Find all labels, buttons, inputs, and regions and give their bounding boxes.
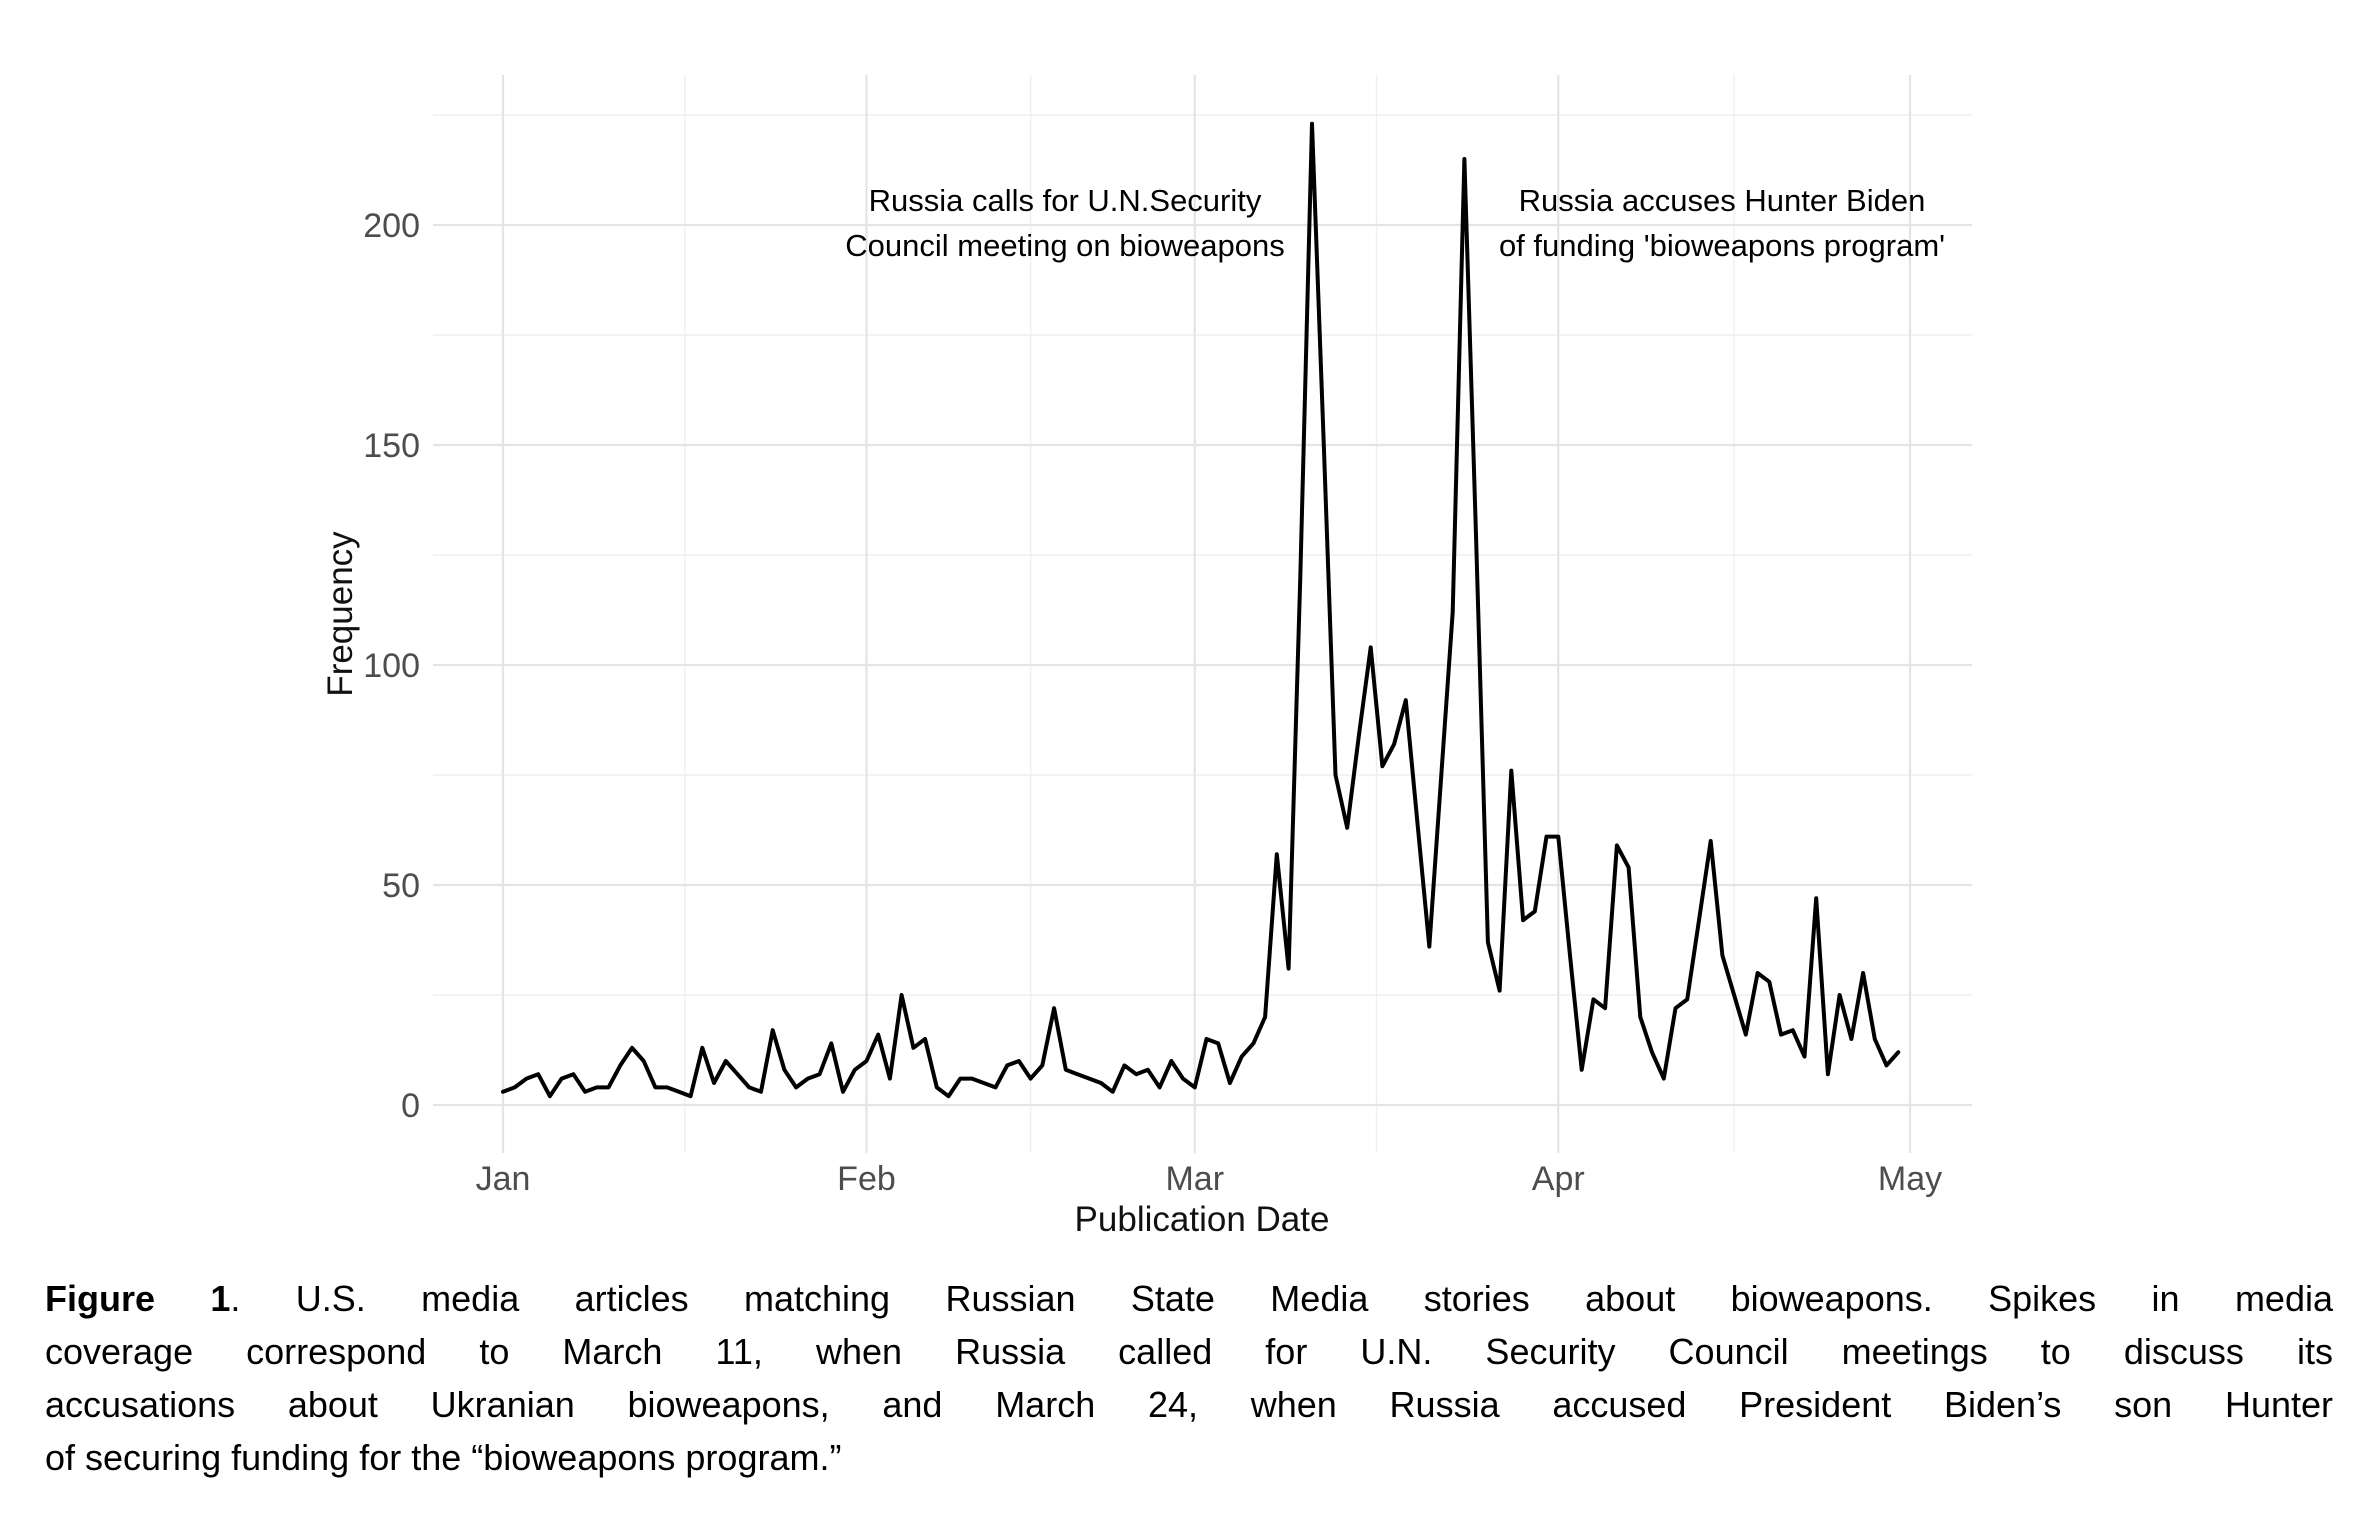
y-tick-label: 50 <box>382 867 420 905</box>
x-axis-title: Publication Date <box>1074 1200 1330 1239</box>
annotation-un-security-council: Russia calls for U.N.Security Council me… <box>845 178 1284 268</box>
annotation-line: Council meeting on bioweapons <box>845 228 1285 263</box>
annotation-hunter-biden: Russia accuses Hunter Biden of funding '… <box>1499 178 1945 268</box>
caption-figure-label: Figure 1 <box>45 1278 231 1319</box>
frequency-line <box>501 121 1901 1099</box>
y-tick-label: 200 <box>363 207 420 245</box>
caption-line: coverage correspond to March 11, when Ru… <box>45 1331 2333 1372</box>
caption-line: of securing funding for the “bioweapons … <box>45 1437 842 1478</box>
annotation-line: of funding 'bioweapons program' <box>1498 228 1946 263</box>
x-tick-label: May <box>1878 1160 1942 1198</box>
figure-caption: Figure 1. U.S. media articles matching R… <box>45 1272 2333 1484</box>
y-tick-label: 150 <box>363 427 420 465</box>
chart-canvas: 0 50 100 150 200 Jan Feb Mar Apr May <box>363 75 1972 1198</box>
y-tick-label: 0 <box>401 1087 420 1125</box>
annotation-line: Russia calls for U.N.Security <box>868 183 1262 218</box>
y-axis-title: Frequency <box>321 531 360 697</box>
y-tick-label: 100 <box>363 647 420 685</box>
caption-text: . U.S. media articles matching Russian S… <box>230 1278 2333 1319</box>
x-tick-label: Feb <box>837 1160 896 1198</box>
x-tick-label: Apr <box>1532 1160 1585 1198</box>
caption-line: accusations about Ukranian bioweapons, a… <box>45 1384 2333 1425</box>
annotation-line: Russia accuses Hunter Biden <box>1518 183 1926 218</box>
x-tick-label: Mar <box>1165 1160 1224 1198</box>
caption-line: Figure 1. U.S. media articles matching R… <box>45 1272 2333 1325</box>
x-tick-label: Jan <box>476 1160 531 1198</box>
